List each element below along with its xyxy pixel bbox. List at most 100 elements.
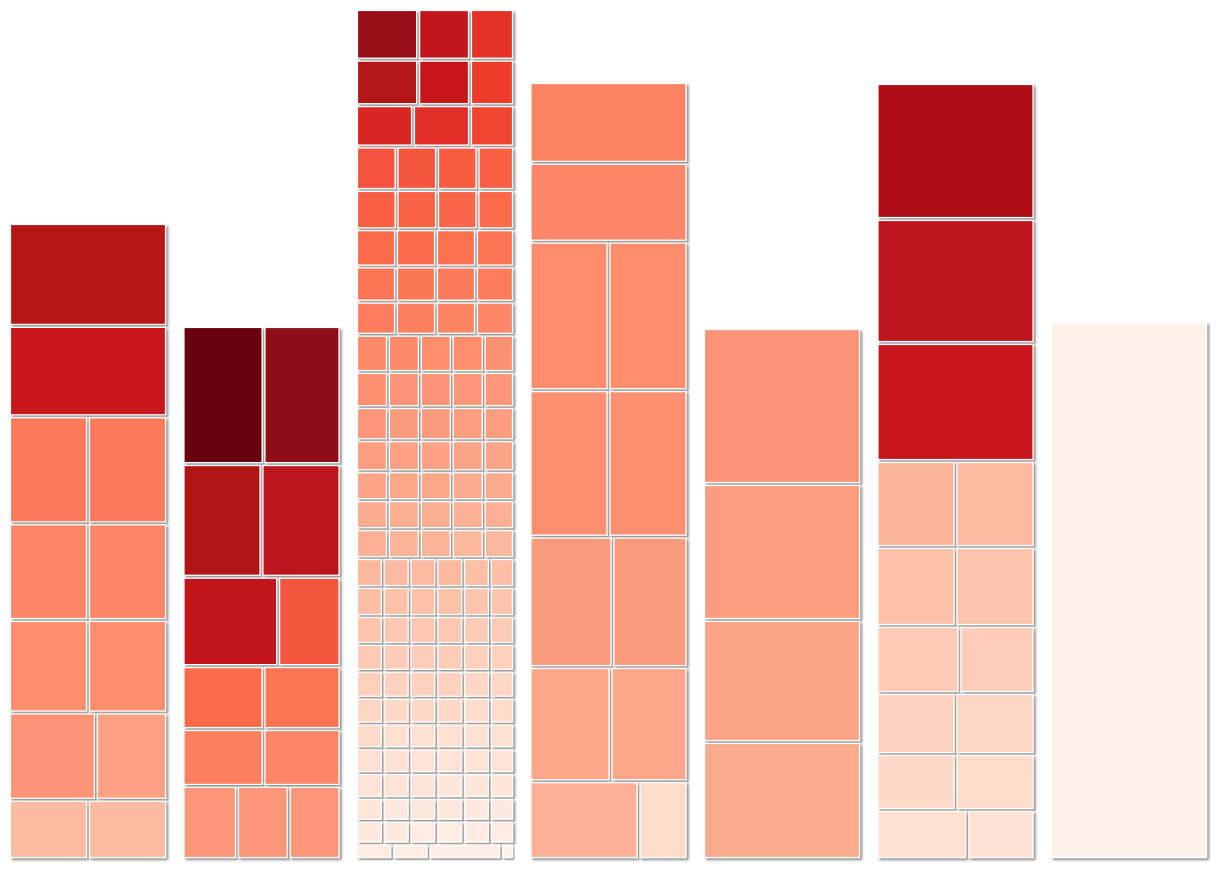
bar-3-row-2-tile-1	[356, 60, 418, 105]
bar-3-row-17-tile-5	[464, 587, 489, 616]
bar-3-row-20-tile-5	[464, 671, 489, 697]
bar-6-row-9-tile-2	[968, 810, 1034, 859]
bar-3-row-13-tile-3	[420, 472, 451, 500]
bar-3-row-19-tile-2	[383, 644, 409, 670]
bar-5	[703, 328, 861, 859]
bar-3-row-25-tile-2	[383, 798, 409, 820]
bar-3-row-14-tile-4	[452, 501, 483, 529]
bar-1-row-4-tile-1	[9, 524, 88, 620]
bar-3-row-24-tile-1	[356, 774, 382, 798]
bar-1-row-7-tile-1	[9, 800, 88, 859]
bar-6-row-3-tile-1	[877, 343, 1034, 461]
bar-3-row-20-tile-4	[437, 671, 463, 697]
bar-3-row-5-tile-4	[478, 190, 514, 229]
bar-3-row-20-tile-1	[356, 671, 382, 697]
bar-3-row-27-tile-4	[501, 844, 514, 859]
bar-2-row-1-tile-1	[183, 326, 263, 464]
bar-3-row-14-tile-2	[388, 501, 419, 529]
bar-3-row-11-tile-3	[420, 408, 451, 440]
bar-4-row-4-tile-2	[609, 391, 687, 536]
bar-3-row-17-tile-2	[383, 587, 409, 616]
bar-3-row-27-tile-2	[393, 844, 428, 859]
bar-3-row-26-tile-2	[383, 821, 409, 843]
bar-3-row-26-tile-6	[490, 821, 514, 843]
bar-4-row-6-tile-2	[611, 667, 687, 781]
bar-1	[9, 223, 167, 859]
bar-3-row-7-tile-3	[436, 267, 476, 301]
bar-4-row-2-tile-1	[530, 163, 687, 241]
bar-3-row-24-tile-2	[383, 774, 409, 798]
bar-4	[530, 82, 687, 859]
bar-3-row-12-tile-4	[452, 441, 483, 471]
bar-6-row-4-tile-2	[956, 461, 1034, 547]
bar-4-row-5-tile-1	[530, 537, 612, 667]
bar-3-row-23-tile-5	[464, 749, 489, 773]
bar-3-row-9-tile-3	[420, 335, 451, 372]
bar-3-row-16-tile-5	[464, 558, 489, 587]
bar-6-row-9-tile-1	[877, 810, 967, 859]
bar-3-row-17-tile-3	[410, 587, 436, 616]
bar-3-row-10-tile-1	[356, 372, 388, 407]
bar-6-row-8-tile-2	[956, 754, 1034, 810]
bar-3-row-18-tile-5	[464, 616, 489, 644]
bar-3-row-19-tile-5	[464, 644, 489, 670]
bar-3-row-3-tile-1	[356, 106, 413, 146]
bar-3-row-26-tile-4	[437, 821, 463, 843]
bar-3-row-9-tile-1	[356, 335, 388, 372]
bar-3-row-20-tile-3	[410, 671, 436, 697]
bar-3-row-22-tile-6	[490, 724, 514, 748]
bar-3-row-12-tile-1	[356, 441, 388, 471]
bar-7-row-1-tile-1	[1050, 321, 1208, 859]
bar-3-row-23-tile-6	[490, 749, 514, 773]
bar-4-row-7-tile-2	[639, 782, 687, 859]
bar-3-row-11-tile-5	[484, 408, 514, 440]
bar-3-row-8-tile-3	[436, 302, 476, 334]
bar-3-row-2-tile-2	[419, 60, 470, 105]
bar-3-row-5-tile-3	[437, 190, 477, 229]
bar-3-row-23-tile-1	[356, 749, 382, 773]
bar-5-row-1-tile-1	[703, 328, 861, 484]
bar-3-row-9-tile-2	[388, 335, 419, 372]
bar-3-row-3-tile-3	[470, 106, 514, 146]
bar-3-row-19-tile-4	[437, 644, 463, 670]
bar-3-row-25-tile-5	[464, 798, 489, 820]
bar-1-row-3-tile-1	[9, 417, 88, 523]
bar-6-row-4-tile-1	[877, 461, 955, 547]
bar-3-row-4-tile-3	[437, 147, 477, 190]
bar-6-row-8-tile-1	[877, 754, 955, 810]
bar-4-row-4-tile-1	[530, 391, 608, 536]
bar-3-row-19-tile-3	[410, 644, 436, 670]
bar-3-row-19-tile-6	[490, 644, 514, 670]
bar-1-row-6-tile-1	[9, 713, 96, 799]
bar-1-row-7-tile-2	[88, 800, 167, 859]
bar-6-row-1-tile-1	[877, 83, 1034, 219]
bar-4-row-1-tile-1	[530, 82, 687, 162]
bar-1-row-3-tile-2	[88, 417, 167, 523]
bar-3-row-6-tile-4	[476, 230, 514, 266]
bar-2-row-4-tile-2	[264, 666, 340, 729]
bar-1-row-6-tile-2	[96, 713, 167, 799]
bar-3-row-22-tile-4	[437, 724, 463, 748]
bar-3-row-18-tile-2	[383, 616, 409, 644]
bar-3-row-10-tile-4	[452, 372, 483, 407]
bar-3-row-20-tile-2	[383, 671, 409, 697]
bar-3-row-8-tile-1	[356, 302, 396, 334]
bar-3-row-23-tile-4	[437, 749, 463, 773]
bar-3-row-16-tile-4	[437, 558, 463, 587]
bar-3-row-11-tile-4	[452, 408, 483, 440]
bar-3-row-23-tile-2	[383, 749, 409, 773]
bar-5-row-3-tile-1	[703, 620, 861, 742]
bar-4-row-3-tile-1	[530, 242, 608, 390]
bar-6-row-5-tile-1	[877, 547, 955, 626]
bar-3-row-14-tile-3	[420, 501, 451, 529]
bar-3-row-2-tile-3	[470, 60, 514, 105]
bar-3-row-26-tile-3	[410, 821, 436, 843]
bar-3-row-15-tile-3	[420, 530, 451, 558]
bar-3-row-12-tile-5	[484, 441, 514, 471]
bar-3-row-9-tile-4	[452, 335, 483, 372]
bar-3-row-24-tile-6	[490, 774, 514, 798]
bar-3-row-6-tile-1	[356, 230, 396, 266]
bar-3-row-8-tile-2	[396, 302, 436, 334]
bar-1-row-2-tile-1	[9, 326, 167, 416]
bar-3-row-6-tile-2	[396, 230, 436, 266]
